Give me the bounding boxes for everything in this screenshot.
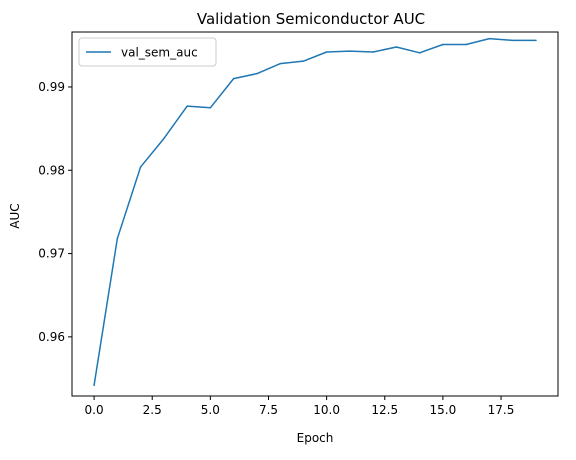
x-tick-label: 7.5 [259, 403, 278, 417]
y-tick-label: 0.97 [38, 247, 65, 261]
series-layer [93, 37, 537, 386]
data-point [139, 166, 142, 168]
data-point [465, 43, 467, 46]
data-point [163, 137, 165, 140]
y-tick-label: 0.98 [38, 163, 65, 177]
x-tick-label: 5.0 [201, 403, 220, 417]
plot-frame [71, 31, 559, 397]
x-tick-label: 10.0 [313, 403, 340, 417]
data-point [418, 52, 421, 54]
x-axis-ticks: 0.0 2.5 5.0 7.5 10.0 12.5 15.0 17.5 [85, 396, 515, 417]
legend-box [78, 37, 217, 67]
data-point [116, 237, 119, 240]
y-axis-ticks: 0.96 0.97 0.98 0.99 [38, 80, 72, 344]
x-tick-label: 0.0 [85, 403, 104, 417]
data-point [372, 51, 374, 53]
x-tick-label: 2.5 [143, 403, 162, 417]
y-tick-label: 0.99 [38, 80, 65, 94]
y-tick-label: 0.96 [38, 330, 65, 344]
chart-title: Validation Semiconductor AUC [197, 10, 425, 28]
data-point [325, 51, 328, 53]
x-axis-label: Epoch [297, 431, 334, 445]
series-line-val_sem_auc [93, 37, 537, 386]
legend: val_sem_auc [78, 37, 217, 67]
data-point [395, 46, 398, 48]
data-point [279, 62, 281, 65]
x-tick-label: 17.5 [488, 403, 515, 417]
data-point [442, 43, 444, 46]
data-point [302, 60, 305, 62]
data-point [232, 77, 235, 80]
data-point [209, 107, 212, 109]
data-point [256, 72, 258, 75]
data-point [349, 50, 351, 52]
legend-label: val_sem_auc [121, 46, 198, 60]
y-axis-label: AUC [8, 203, 22, 228]
data-point [535, 39, 537, 42]
data-point [186, 105, 188, 107]
data-point [93, 384, 95, 386]
x-tick-label: 15.0 [430, 403, 457, 417]
data-point [511, 39, 514, 42]
data-point [488, 37, 491, 40]
x-tick-label: 12.5 [371, 403, 398, 417]
